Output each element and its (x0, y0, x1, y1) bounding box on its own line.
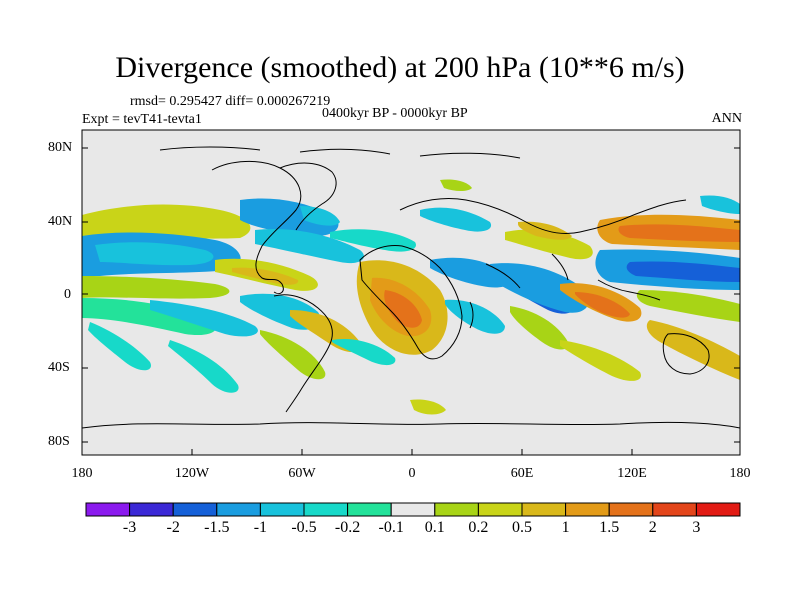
season-label: ANN (711, 111, 742, 126)
lon-label-120e: 120E (617, 466, 647, 481)
plot-title: Divergence (smoothed) at 200 hPa (10**6 … (115, 51, 685, 84)
colorbar-label: -3 (122, 519, 137, 536)
colorbar-box-12 (608, 502, 654, 517)
coastlines (82, 146, 740, 429)
lon-label-0: 0 (408, 466, 416, 481)
lat-label-80s: 80S (48, 434, 70, 449)
lat-label-0: 0 (64, 287, 71, 302)
colorbar-label: -1.5 (204, 519, 230, 536)
colorbar-box-4 (259, 502, 305, 517)
colorbar-label: -1 (253, 519, 268, 536)
lat-label-40n: 40N (48, 214, 73, 229)
lat-label-80n: 80N (48, 140, 73, 155)
divergence-field (82, 179, 740, 415)
colorbar-box-10 (521, 502, 567, 517)
colorbar-label: -0.5 (291, 519, 317, 536)
colorbar-label: -0.2 (334, 519, 361, 536)
colorbar-box-5 (303, 502, 349, 517)
lat-label-40s: 40S (48, 360, 70, 375)
lon-label-120w: 120W (174, 466, 210, 481)
colorbar-label: -2 (166, 519, 180, 536)
colorbar-label: 0.2 (468, 519, 489, 536)
colorbar-box-7 (390, 502, 436, 517)
colorbar-label: 1 (561, 519, 570, 536)
experiment-label: Expt = tevT41-tevta1 (82, 112, 202, 127)
colorbar-box-8 (434, 502, 479, 517)
colorbar-box-13 (652, 502, 697, 517)
lon-label-180w: 180 (71, 466, 93, 481)
lon-label-180e: 180 (729, 466, 751, 481)
colorbar-box-2 (172, 502, 218, 517)
colorbar-box-1 (129, 502, 174, 517)
colorbar-box-11 (565, 502, 610, 517)
colorbar-box-6 (347, 502, 392, 517)
colorbar-box-9 (477, 502, 523, 517)
axis-ticks (81, 147, 741, 455)
colorbar-box-0 (85, 502, 131, 517)
lon-label-60w: 60W (288, 466, 316, 481)
colorbar-label: 1.5 (599, 519, 620, 536)
colorbar-label: 3 (692, 519, 701, 536)
map-frame (81, 129, 741, 456)
colorbar-label: 2 (648, 519, 657, 536)
lon-label-60e: 60E (510, 466, 534, 481)
period-label: 0400kyr BP - 0000kyr BP (322, 106, 468, 121)
stats-text: rmsd= 0.295427 diff= 0.000267219 (130, 94, 331, 109)
colorbar-label: -0.1 (378, 519, 404, 536)
colorbar-box-14 (695, 502, 741, 517)
colorbar-box-3 (216, 502, 261, 517)
colorbar-label: 0.5 (512, 519, 532, 536)
colorbar-label: 0.1 (424, 519, 445, 536)
